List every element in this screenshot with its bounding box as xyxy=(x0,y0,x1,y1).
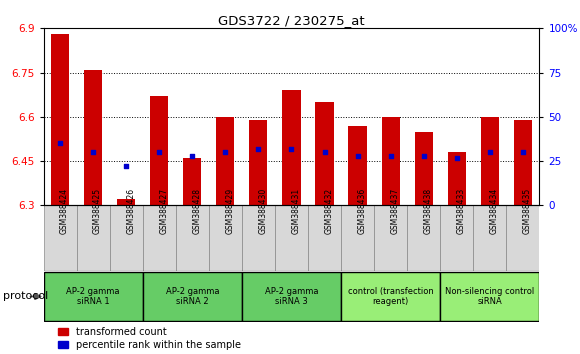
Bar xyxy=(216,117,234,205)
FancyBboxPatch shape xyxy=(341,272,440,321)
FancyBboxPatch shape xyxy=(506,205,539,271)
Text: AP-2 gamma
siRNA 1: AP-2 gamma siRNA 1 xyxy=(66,287,120,306)
Text: GSM388437: GSM388437 xyxy=(391,187,400,234)
Point xyxy=(452,155,461,160)
Text: AP-2 gamma
siRNA 3: AP-2 gamma siRNA 3 xyxy=(264,287,318,306)
Bar xyxy=(316,102,334,205)
Text: GSM388429: GSM388429 xyxy=(225,188,234,234)
FancyBboxPatch shape xyxy=(242,272,341,321)
Text: GSM388427: GSM388427 xyxy=(159,188,168,234)
FancyBboxPatch shape xyxy=(176,205,209,271)
FancyBboxPatch shape xyxy=(44,205,77,271)
Text: GSM388436: GSM388436 xyxy=(357,187,367,234)
FancyBboxPatch shape xyxy=(308,205,341,271)
Bar xyxy=(481,117,499,205)
FancyBboxPatch shape xyxy=(374,205,407,271)
Text: GSM388430: GSM388430 xyxy=(258,187,267,234)
FancyBboxPatch shape xyxy=(143,272,242,321)
Text: GSM388432: GSM388432 xyxy=(325,188,333,234)
Text: GSM388426: GSM388426 xyxy=(126,188,135,234)
FancyBboxPatch shape xyxy=(209,205,242,271)
FancyBboxPatch shape xyxy=(77,205,110,271)
Point xyxy=(187,153,197,159)
Point xyxy=(419,153,428,159)
Bar xyxy=(117,199,135,205)
Bar xyxy=(448,152,466,205)
Point xyxy=(88,149,97,155)
Point xyxy=(287,146,296,152)
Bar xyxy=(84,70,102,205)
FancyBboxPatch shape xyxy=(341,205,374,271)
Bar xyxy=(150,96,168,205)
Legend: transformed count, percentile rank within the sample: transformed count, percentile rank withi… xyxy=(58,327,241,350)
Point xyxy=(353,153,362,159)
FancyBboxPatch shape xyxy=(473,205,506,271)
Text: GSM388435: GSM388435 xyxy=(523,187,532,234)
Point xyxy=(518,149,527,155)
Bar xyxy=(183,158,201,205)
FancyBboxPatch shape xyxy=(110,205,143,271)
Bar xyxy=(249,120,267,205)
Bar xyxy=(51,34,69,205)
FancyBboxPatch shape xyxy=(44,272,143,321)
FancyBboxPatch shape xyxy=(440,272,539,321)
Text: Non-silencing control
siRNA: Non-silencing control siRNA xyxy=(445,287,534,306)
Text: GSM388424: GSM388424 xyxy=(60,188,69,234)
Bar xyxy=(382,117,400,205)
FancyBboxPatch shape xyxy=(275,205,308,271)
Text: GSM388433: GSM388433 xyxy=(456,187,466,234)
FancyBboxPatch shape xyxy=(407,205,440,271)
Text: AP-2 gamma
siRNA 2: AP-2 gamma siRNA 2 xyxy=(165,287,219,306)
Text: protocol: protocol xyxy=(3,291,48,302)
Bar xyxy=(514,120,532,205)
Bar xyxy=(415,132,433,205)
Text: GSM388425: GSM388425 xyxy=(93,188,102,234)
Point xyxy=(485,149,494,155)
FancyBboxPatch shape xyxy=(143,205,176,271)
Text: GSM388434: GSM388434 xyxy=(490,187,499,234)
Text: GSM388428: GSM388428 xyxy=(192,188,201,234)
FancyBboxPatch shape xyxy=(440,205,473,271)
Text: GSM388438: GSM388438 xyxy=(423,188,433,234)
Point xyxy=(386,153,396,159)
Point xyxy=(253,146,263,152)
Title: GDS3722 / 230275_at: GDS3722 / 230275_at xyxy=(218,14,365,27)
Point xyxy=(220,149,230,155)
Text: GSM388431: GSM388431 xyxy=(291,188,300,234)
Point xyxy=(121,164,130,169)
Point xyxy=(320,149,329,155)
FancyBboxPatch shape xyxy=(242,205,275,271)
Point xyxy=(56,141,64,146)
Point xyxy=(154,149,164,155)
Bar xyxy=(349,126,367,205)
Bar xyxy=(282,90,300,205)
Text: control (transfection
reagent): control (transfection reagent) xyxy=(348,287,433,306)
